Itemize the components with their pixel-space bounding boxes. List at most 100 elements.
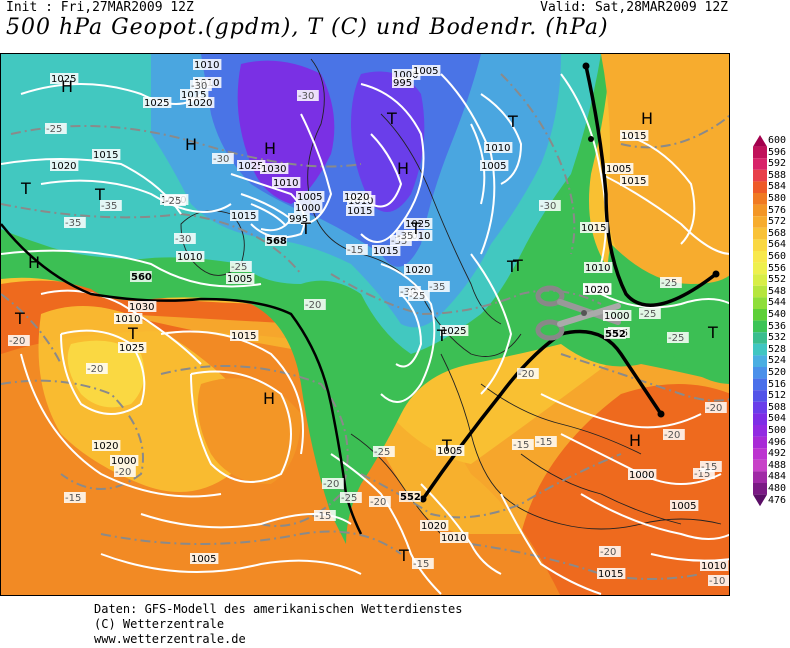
isobar-label: 1015 [621, 131, 646, 142]
legend-swatch [753, 251, 767, 263]
low-pressure-marker: T [506, 257, 517, 276]
isobar-label: 1010 [701, 561, 726, 572]
isotherm-label-bg [86, 363, 108, 374]
legend-value: 508 [768, 401, 787, 413]
isobar-label: 1020 [584, 285, 609, 296]
isobar-label: 1000 [604, 311, 629, 322]
isotherm-label-bg [667, 332, 689, 343]
isobar-label-bg [50, 160, 79, 171]
isotherm-label-bg [660, 277, 682, 288]
isobar-label-bg [420, 520, 449, 531]
legend-swatch [753, 332, 767, 344]
isotherm-label-bg [212, 153, 234, 164]
isotherm-label-bg [535, 436, 557, 447]
geopotential-label: 560 [131, 272, 152, 283]
isotherm-label: -30 [540, 201, 556, 212]
isobar-label: 1010 [177, 252, 202, 263]
credits-source: Daten: GFS-Modell des amerikanischen Wet… [94, 602, 463, 616]
isobar-label-bg [412, 65, 441, 76]
legend-swatch [753, 471, 767, 483]
high-pressure-marker: H [61, 77, 73, 96]
isobar-label: 1020 [405, 265, 430, 276]
legend-swatch [753, 262, 767, 275]
isobar-label: 1015 [231, 331, 256, 342]
isotherm-label-bg [512, 439, 534, 450]
legend-value: 520 [768, 367, 787, 378]
legend-value: 488 [768, 459, 787, 471]
isobar-label-bg [92, 440, 121, 451]
isobar-label-bg [620, 175, 649, 186]
legend-swatch [753, 390, 767, 402]
isobar-label-bg [700, 560, 729, 571]
isotherm-label: -25 [46, 124, 62, 135]
legend-colorbar [753, 135, 767, 507]
isotherm-label: -20 [9, 336, 25, 347]
credits-url: www.wetterzentrale.de [94, 632, 246, 646]
isobar-label: 1010 [115, 314, 140, 325]
isotherm-label-bg [230, 261, 252, 272]
geopotential-label: 568 [266, 236, 287, 247]
isobar-label-bg [583, 284, 612, 295]
geopotential-label-bg [265, 235, 287, 246]
legend-value: 512 [768, 390, 787, 402]
isobar-label: 1015 [181, 90, 206, 101]
isotherm-label-bg [517, 368, 539, 379]
isotherm-label: -25 [661, 278, 677, 289]
isotherm-label: -35 [391, 236, 407, 247]
isobar-label: 1015 [373, 246, 398, 257]
legend-swatch [753, 169, 767, 182]
isotherm-label-bg [396, 230, 418, 241]
legend-swatch [753, 135, 767, 147]
isotherm-label: -15 [347, 245, 363, 256]
isotherm-label-bg [340, 492, 362, 503]
isotherm-label: -20 [87, 364, 103, 375]
isobar-label: 1005 [437, 446, 462, 457]
isotherm-label-bg [539, 200, 561, 211]
legend-value: 504 [768, 413, 787, 425]
isobar-label: 1000 [111, 456, 136, 467]
isotherm-label-bg [369, 496, 391, 507]
isobar-label-bg [186, 97, 215, 108]
legend-swatch [753, 204, 767, 217]
high-pressure-marker: H [397, 159, 409, 178]
geopotential-labels: 568 552 552 560 [130, 235, 626, 503]
isotherm-label-bg [164, 195, 186, 206]
legend-value: 524 [768, 355, 787, 367]
isotherm-label-bg [174, 233, 196, 244]
isotherm-label-bg [8, 335, 30, 346]
isotherm-label: -25 [640, 309, 656, 320]
isobar-label: 1000 [393, 70, 418, 81]
legend-swatch [753, 320, 767, 333]
legend-swatch [753, 227, 767, 240]
isobar-label: 1010 [441, 533, 466, 544]
legend-swatch [753, 193, 767, 205]
legend-swatch [753, 494, 767, 507]
isotherm-label: -15 [513, 440, 529, 451]
isobar-label-bg [343, 191, 372, 202]
isobar-label-bg [392, 69, 421, 80]
isobar-label-bg [226, 273, 255, 284]
isobar-label: 1005 [606, 164, 631, 175]
legend-swatch [753, 425, 767, 437]
isobar-label-bg [92, 149, 121, 160]
isotherm-label-bg [700, 461, 722, 472]
isobar-label-bg [143, 97, 172, 108]
geopotential-label-bg [130, 271, 152, 282]
isobar-label: 1015 [347, 206, 372, 217]
isobar-label: 1020 [187, 98, 212, 109]
isobar-label-bg [484, 142, 513, 153]
isobar-label: 1025 [119, 343, 144, 354]
isotherm-label-bg [412, 558, 434, 569]
isotherm-label-bg [428, 281, 450, 292]
isotherm-label-bg [693, 468, 715, 479]
legend-value: 532 [768, 332, 787, 344]
legend-swatch [753, 274, 767, 286]
legend-swatch [753, 216, 767, 228]
isobar-label: 1010 [485, 143, 510, 154]
low-pressure-marker: T [386, 109, 397, 128]
isotherm-label: -35 [429, 282, 445, 293]
isotherm-label: -10 [709, 576, 725, 587]
legend-value: 568 [768, 227, 787, 239]
isotherm-label: -30 [213, 154, 229, 165]
